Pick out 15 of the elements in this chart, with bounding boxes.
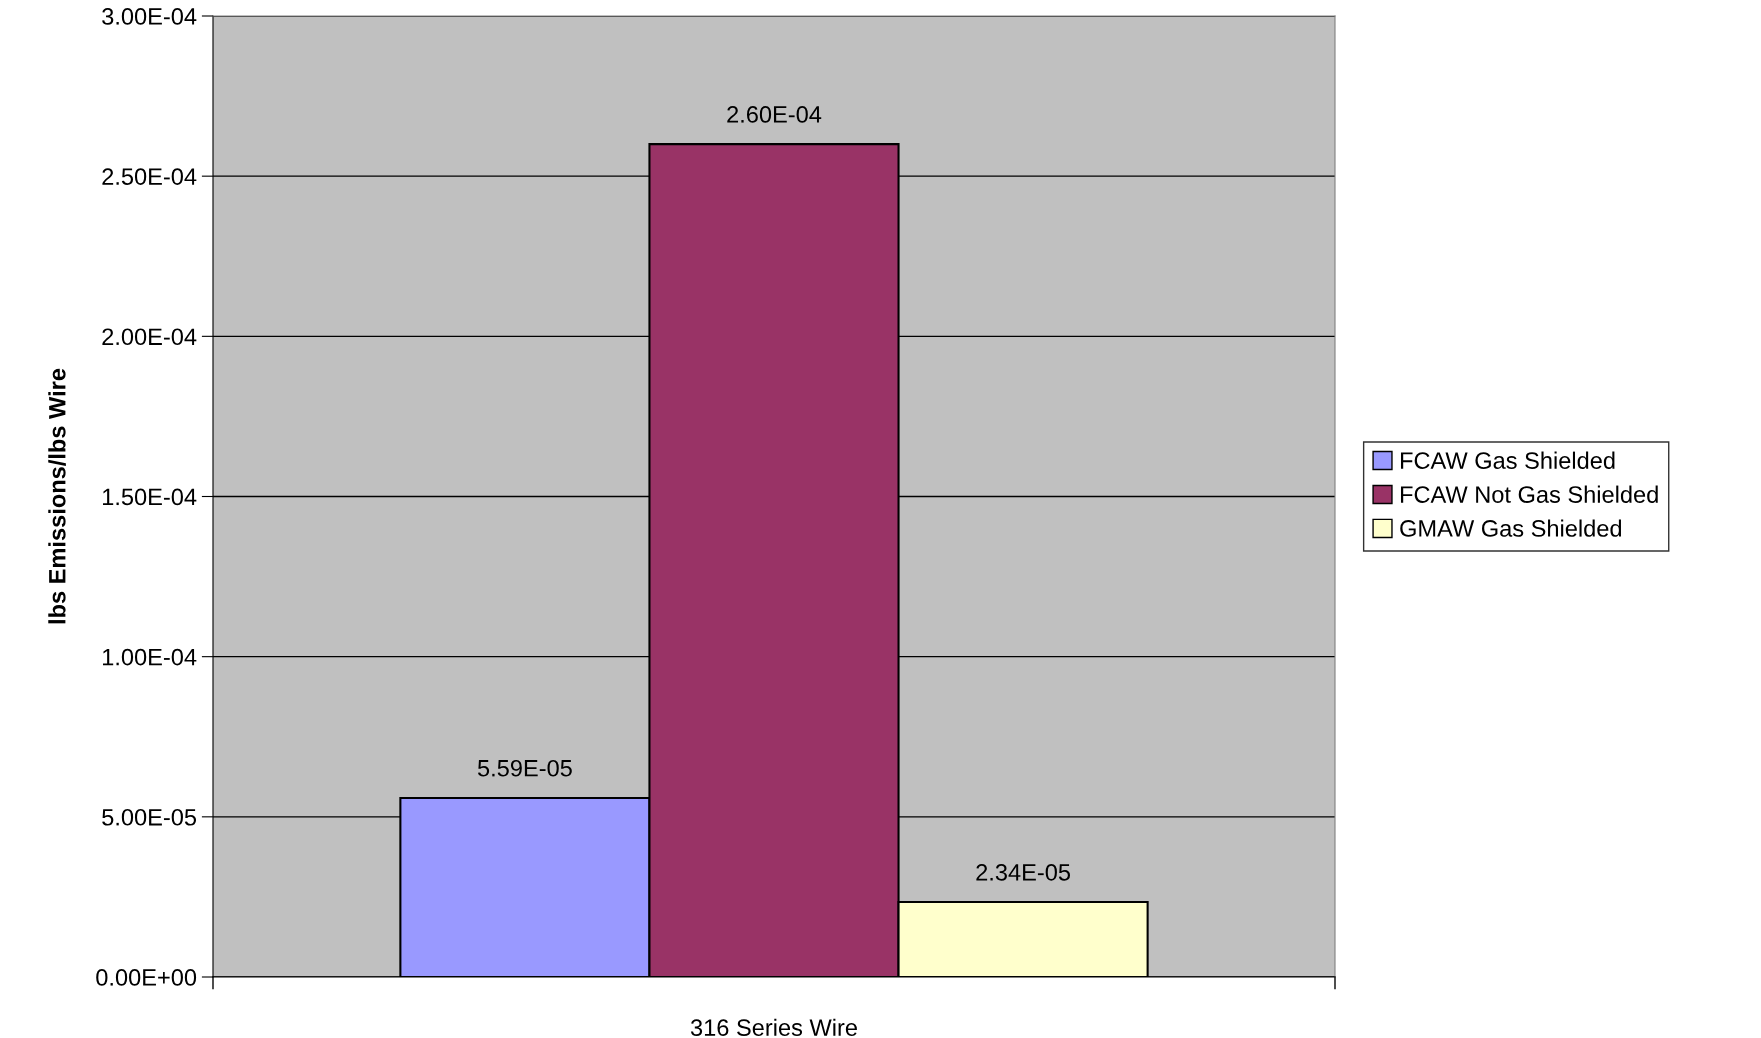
y-tick-label: 0.00E+00 — [96, 969, 197, 986]
y-axis-title: lbs Emissions/lbs Wire — [48, 368, 66, 624]
y-tick-label: 1.00E-04 — [103, 648, 197, 666]
y-tick-label: 5.00E-05 — [102, 808, 197, 826]
y-tick-label: 3.00E-04 — [102, 8, 197, 25]
legend-label: FCAW Gas Shielded — [1400, 451, 1615, 469]
data-label: 2.60E-04 — [727, 106, 822, 123]
y-tick-label: 2.00E-04 — [102, 328, 197, 346]
data-label: 5.59E-05 — [477, 759, 572, 777]
y-tick-label: 2.50E-04 — [102, 168, 197, 185]
data-label: 2.34E-05 — [976, 863, 1071, 881]
legend-label: FCAW Not Gas Shielded — [1400, 485, 1658, 503]
legend-label: GMAW Gas Shielded — [1400, 519, 1622, 537]
x-tick-label: 316 Series Wire — [690, 1018, 857, 1037]
y-tick-label: 1.50E-04 — [103, 488, 197, 506]
